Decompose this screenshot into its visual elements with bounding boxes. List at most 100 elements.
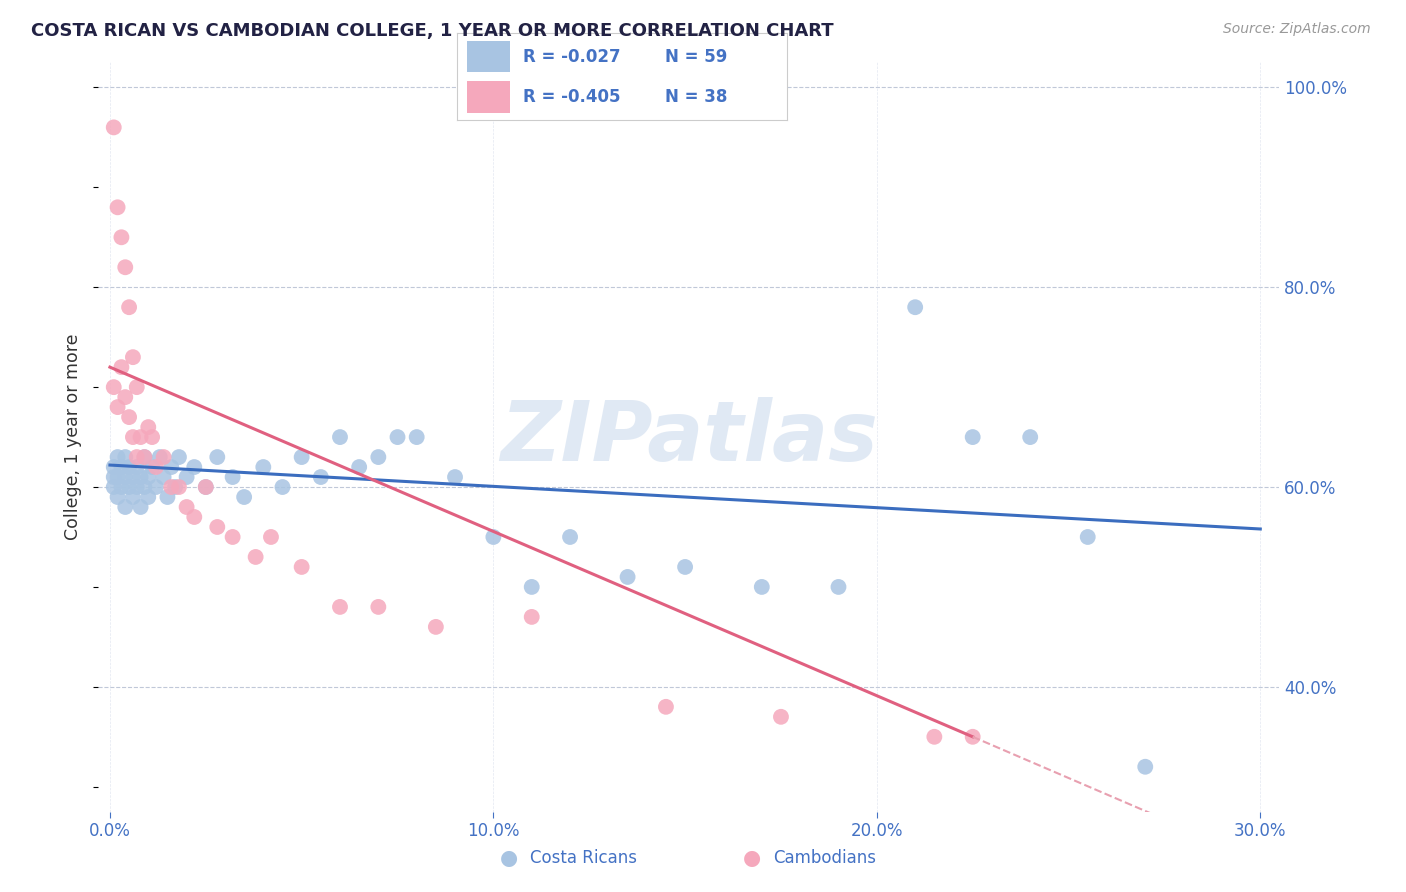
Point — [482, 530, 505, 544]
Text: R = -0.405: R = -0.405 — [523, 87, 620, 106]
Point — [194, 480, 217, 494]
Point — [183, 510, 205, 524]
Point — [129, 500, 152, 514]
Point — [616, 570, 638, 584]
Point — [110, 360, 132, 375]
Point — [134, 480, 156, 494]
Bar — [467, 81, 510, 112]
Point — [136, 490, 159, 504]
Point — [136, 470, 159, 484]
Point — [221, 530, 243, 544]
Point — [107, 400, 129, 414]
Point — [125, 460, 148, 475]
Point — [245, 549, 267, 564]
Point — [125, 380, 148, 394]
Point — [129, 430, 152, 444]
Point — [145, 480, 167, 494]
Point — [904, 300, 927, 314]
Point — [444, 470, 467, 484]
Point — [122, 430, 145, 444]
Point — [107, 470, 129, 484]
Point — [167, 450, 190, 464]
Point — [183, 460, 205, 475]
Point — [103, 470, 125, 484]
Point — [114, 390, 136, 404]
Point — [1135, 760, 1157, 774]
Point — [110, 480, 132, 494]
Point — [260, 530, 283, 544]
Text: N = 59: N = 59 — [665, 47, 727, 66]
Point — [103, 380, 125, 394]
Point — [134, 450, 156, 464]
Point — [103, 480, 125, 494]
Point — [291, 450, 314, 464]
Point — [103, 460, 125, 475]
Point — [122, 350, 145, 364]
Point — [962, 730, 984, 744]
Point — [827, 580, 849, 594]
Point — [176, 470, 198, 484]
Point — [149, 450, 172, 464]
Point — [425, 620, 447, 634]
Point — [122, 470, 145, 484]
Point — [207, 450, 229, 464]
Point — [520, 610, 543, 624]
Point — [129, 470, 152, 484]
Point — [141, 460, 163, 475]
Text: ●: ● — [501, 848, 517, 868]
Point — [125, 480, 148, 494]
Point — [252, 460, 274, 475]
Point — [769, 710, 792, 724]
Point — [1019, 430, 1042, 444]
Point — [367, 599, 389, 614]
Point — [309, 470, 332, 484]
Point — [125, 450, 148, 464]
Point — [110, 230, 132, 244]
Point — [114, 500, 136, 514]
Point — [103, 120, 125, 135]
Point — [520, 580, 543, 594]
Point — [194, 480, 217, 494]
Point — [655, 699, 678, 714]
Point — [141, 430, 163, 444]
Point — [387, 430, 409, 444]
Point — [329, 430, 352, 444]
Text: Cambodians: Cambodians — [773, 849, 876, 867]
Point — [176, 500, 198, 514]
Point — [118, 300, 141, 314]
Text: Source: ZipAtlas.com: Source: ZipAtlas.com — [1223, 22, 1371, 37]
Point — [122, 490, 145, 504]
Text: Costa Ricans: Costa Ricans — [530, 849, 637, 867]
Point — [160, 460, 183, 475]
Point — [160, 480, 183, 494]
Y-axis label: College, 1 year or more: College, 1 year or more — [65, 334, 83, 541]
Point — [924, 730, 946, 744]
Point — [367, 450, 389, 464]
Point — [107, 200, 129, 214]
Point — [291, 560, 314, 574]
Point — [221, 470, 243, 484]
Point — [118, 410, 141, 425]
Point — [156, 490, 179, 504]
Text: R = -0.027: R = -0.027 — [523, 47, 620, 66]
Text: ZIPatlas: ZIPatlas — [501, 397, 877, 477]
Point — [145, 460, 167, 475]
Point — [167, 480, 190, 494]
Point — [134, 450, 156, 464]
Point — [962, 430, 984, 444]
Point — [107, 490, 129, 504]
Text: COSTA RICAN VS CAMBODIAN COLLEGE, 1 YEAR OR MORE CORRELATION CHART: COSTA RICAN VS CAMBODIAN COLLEGE, 1 YEAR… — [31, 22, 834, 40]
Bar — [467, 41, 510, 72]
Point — [152, 450, 174, 464]
Point — [405, 430, 427, 444]
Point — [110, 460, 132, 475]
Point — [751, 580, 773, 594]
Point — [107, 450, 129, 464]
Text: N = 38: N = 38 — [665, 87, 727, 106]
Point — [118, 480, 141, 494]
Text: ●: ● — [744, 848, 761, 868]
Point — [329, 599, 352, 614]
Point — [136, 420, 159, 434]
Point — [114, 450, 136, 464]
Point — [271, 480, 294, 494]
